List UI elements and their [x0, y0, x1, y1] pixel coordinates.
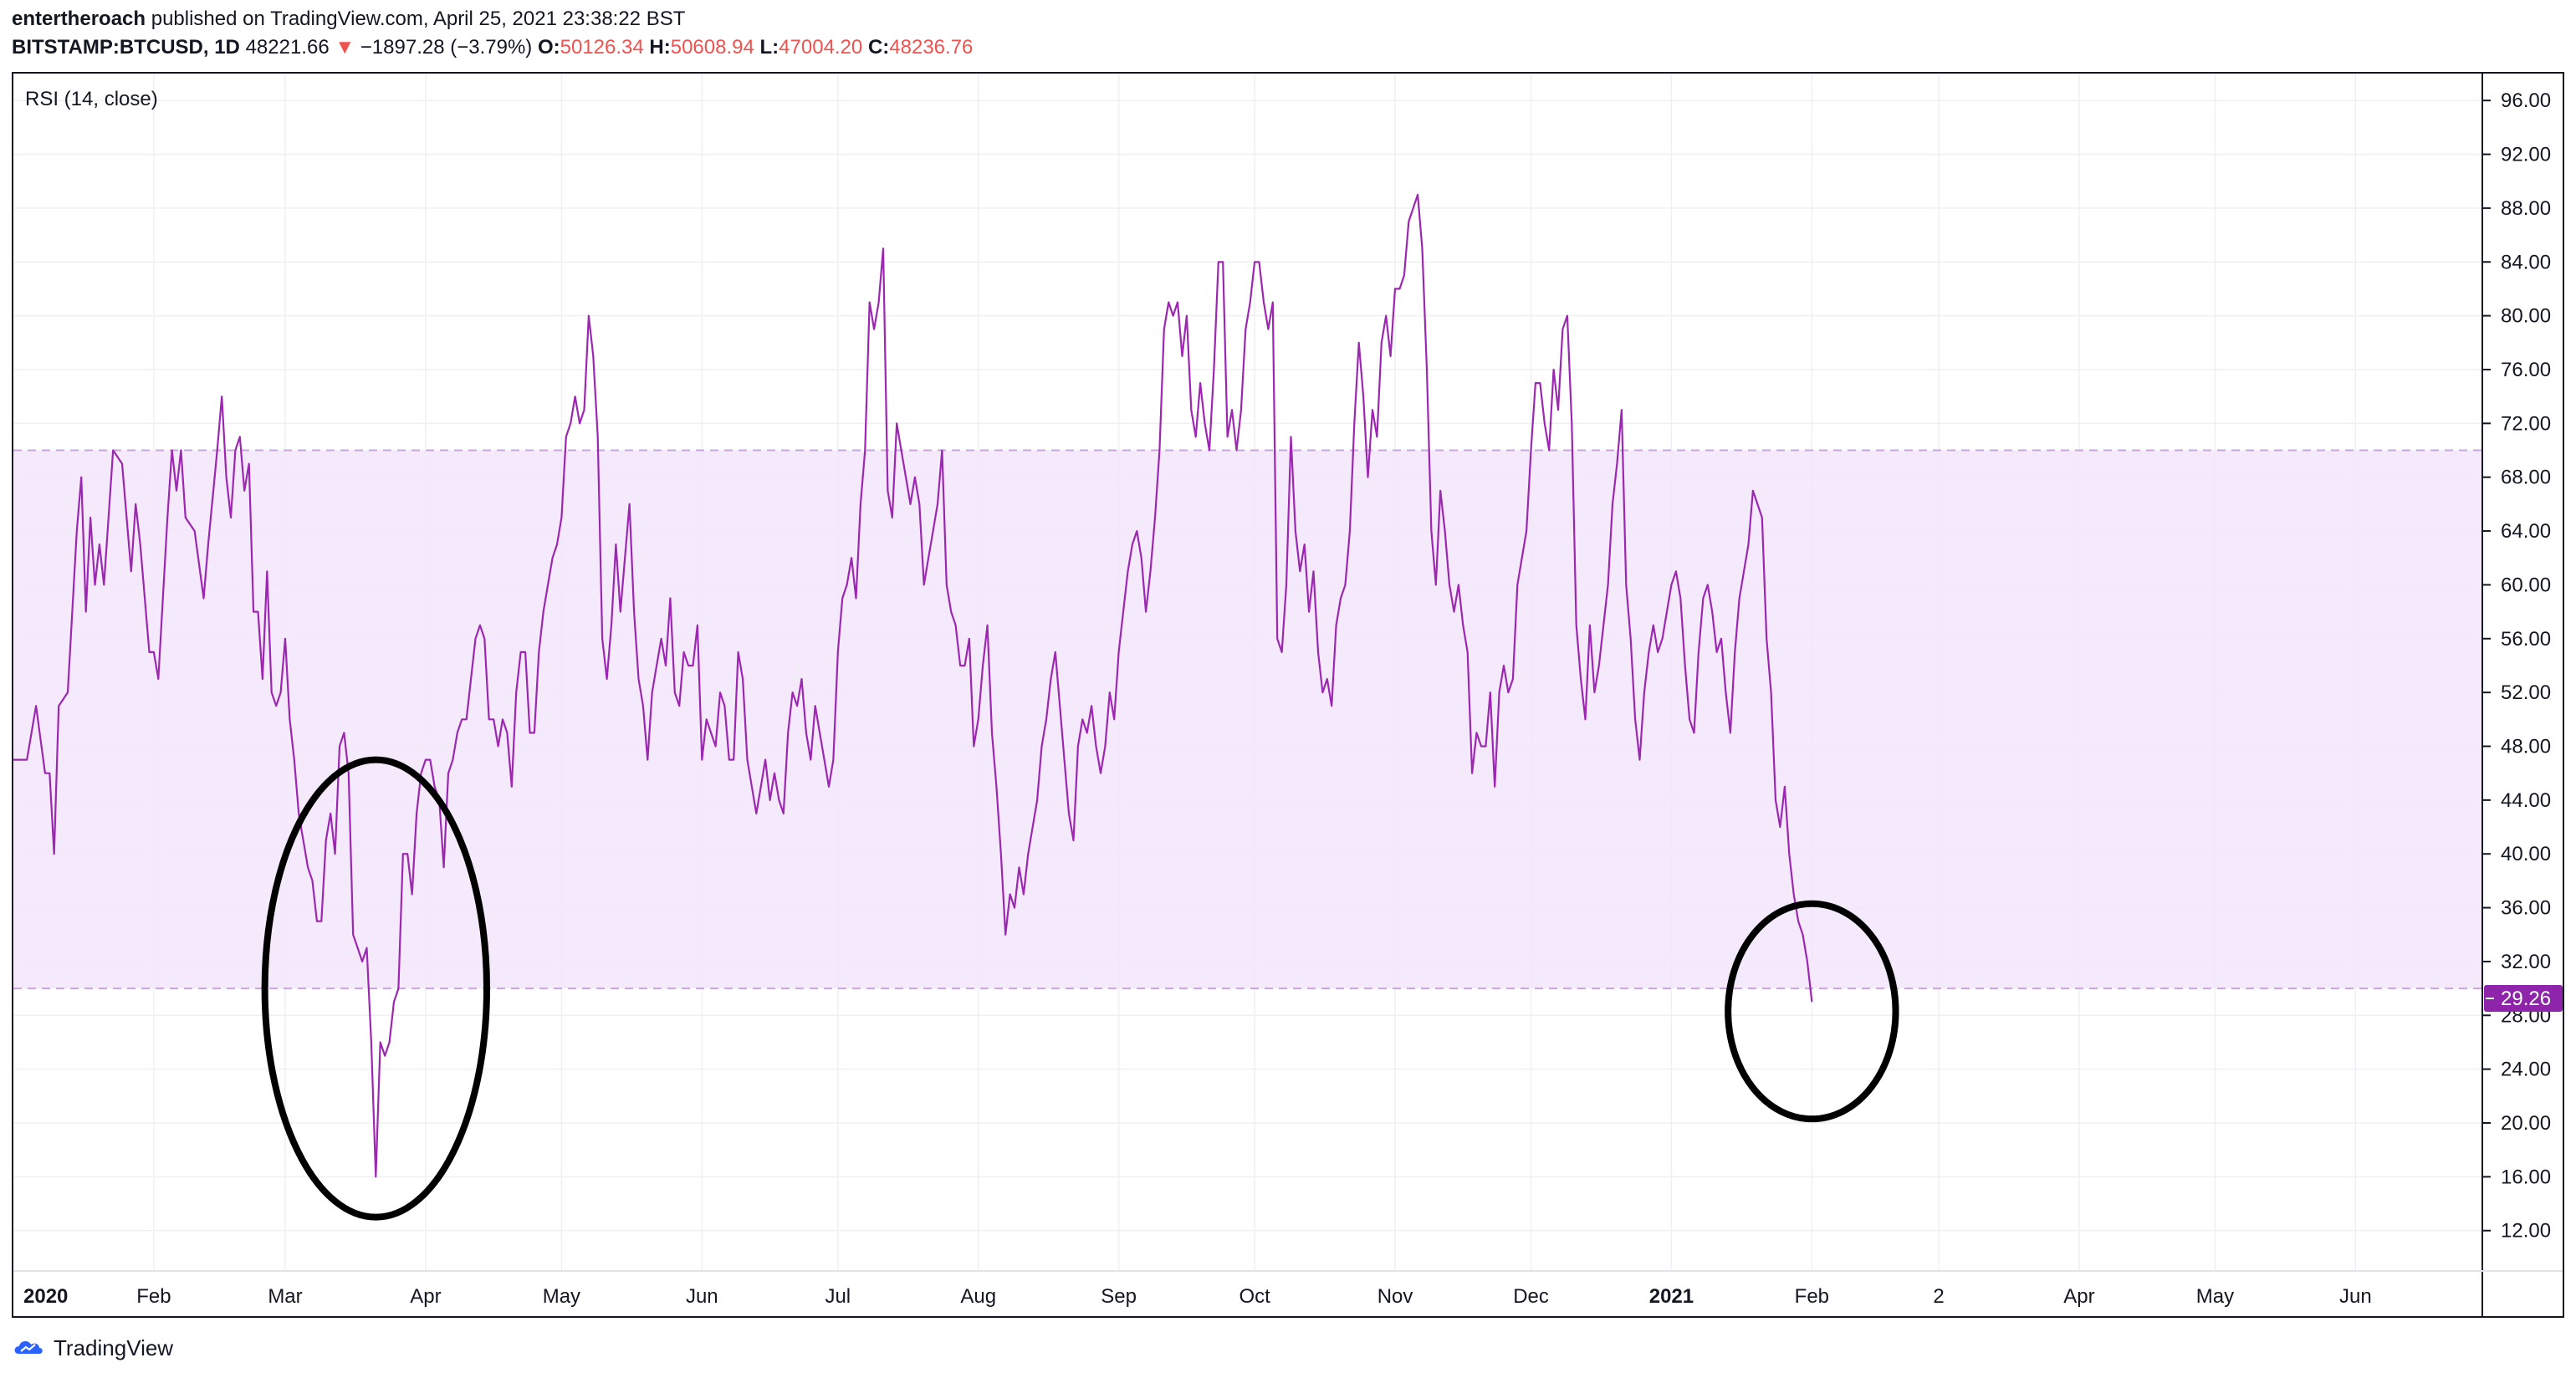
rsi-chart[interactable]: 96.00 92.00 88.00 84.00 80.00 76.00 72.00 68.00… — [13, 74, 2563, 1316]
price-tick-label: 60.00 — [2501, 574, 2551, 596]
price-tick-label: 72.00 — [2501, 412, 2551, 435]
indicator-title[interactable]: RSI (14, close) — [25, 88, 158, 110]
time-tick-label: Jun — [686, 1285, 718, 1308]
price-tick-label: 88.00 — [2501, 197, 2551, 220]
price-tick-label: 40.00 — [2501, 843, 2551, 865]
last-value-badge-bg — [2484, 985, 2563, 1013]
tradingview-logo-icon — [14, 1341, 43, 1354]
time-axis[interactable]: 2020 Feb Mar Apr May Jun Jul Aug Sep Oct Nov Dec 202… — [23, 1285, 2372, 1308]
price-tick-label: 48.00 — [2501, 735, 2551, 758]
time-tick-label: Feb — [1795, 1285, 1829, 1308]
drawn-annotations — [261, 756, 1899, 1221]
low-label: L: — [759, 36, 779, 59]
price-tick-label: 92.00 — [2501, 144, 2551, 166]
price-tick-label: 80.00 — [2501, 305, 2551, 328]
time-tick-label: Apr — [410, 1285, 441, 1308]
price-tick-label: 64.00 — [2501, 520, 2551, 543]
time-tick-label: Oct — [1239, 1285, 1270, 1308]
rsi-series-line — [13, 193, 1813, 1178]
time-tick-label: Sep — [1101, 1285, 1137, 1308]
price-tick-label: 76.00 — [2501, 359, 2551, 381]
time-tick-label: Mar — [268, 1285, 302, 1308]
tradingview-brand[interactable]: TradingView — [54, 1335, 174, 1360]
time-tick-label: 2 — [1933, 1285, 1944, 1308]
last-price: 48221.66 — [245, 36, 330, 59]
price-tick-label: 56.00 — [2501, 628, 2551, 651]
price-change: −1897.28 (−3.79%) — [360, 36, 533, 59]
time-tick-label: Feb — [136, 1285, 171, 1308]
close-label: C: — [867, 36, 890, 59]
price-tick-label: 44.00 — [2501, 789, 2551, 812]
annotation-ellipse-2[interactable] — [1725, 900, 1899, 1123]
rsi-band — [13, 450, 2482, 989]
price-tick-label: 12.00 — [2501, 1220, 2551, 1243]
symbol-line: BITSTAMP:BTCUSD, 1D 48221.66 ▼ −1897.28 … — [12, 33, 2563, 62]
down-arrow-icon: ▼ — [335, 36, 355, 59]
price-tick-label: 32.00 — [2501, 951, 2551, 973]
price-tick-label: 84.00 — [2501, 251, 2551, 273]
time-tick-label: 2020 — [23, 1285, 68, 1308]
low-value: 47004.20 — [779, 36, 863, 59]
time-tick-label: Aug — [960, 1285, 996, 1308]
high-label: H: — [649, 36, 671, 59]
last-value-badge: 29.26 — [2484, 985, 2563, 1013]
price-tick-label: 52.00 — [2501, 681, 2551, 704]
author-name[interactable]: entertheroach — [12, 8, 146, 30]
time-tick-label: 2021 — [1649, 1285, 1694, 1308]
time-tick-label: Jun — [2339, 1285, 2372, 1308]
price-tick-label: 20.00 — [2501, 1112, 2551, 1135]
time-tick-label: May — [543, 1285, 580, 1308]
chart-panel[interactable]: 96.00 92.00 88.00 84.00 80.00 76.00 72.00 68.00… — [12, 72, 2564, 1318]
price-tick-label: 96.00 — [2501, 89, 2551, 112]
time-tick-label: May — [2196, 1285, 2234, 1308]
last-value-label: 29.26 — [2501, 988, 2551, 1010]
annotation-ellipse-1[interactable] — [261, 756, 491, 1221]
high-value: 50608.94 — [670, 36, 754, 59]
open-value: 50126.34 — [560, 36, 644, 59]
published-text: published on TradingView.com, April 25, … — [151, 8, 686, 30]
footer: TradingView — [12, 1331, 173, 1365]
time-tick-label: Jul — [825, 1285, 851, 1308]
price-tick-label: 16.00 — [2501, 1166, 2551, 1188]
symbol-name[interactable]: BITSTAMP:BTCUSD, 1D — [12, 36, 240, 59]
price-axis[interactable]: 96.00 92.00 88.00 84.00 80.00 76.00 72.00 68.00… — [2482, 89, 2551, 1243]
close-value: 48236.76 — [889, 36, 974, 59]
price-tick-label: 24.00 — [2501, 1059, 2551, 1081]
price-tick-label: 36.00 — [2501, 897, 2551, 920]
publication-line: entertheroach published on TradingView.c… — [12, 5, 2563, 33]
price-tick-label: 68.00 — [2501, 467, 2551, 489]
chart-header: entertheroach published on TradingView.c… — [12, 5, 2563, 62]
open-label: O: — [537, 36, 560, 59]
time-tick-label: Dec — [1513, 1285, 1549, 1308]
time-tick-label: Nov — [1377, 1285, 1413, 1308]
time-tick-label: Apr — [2063, 1285, 2094, 1308]
